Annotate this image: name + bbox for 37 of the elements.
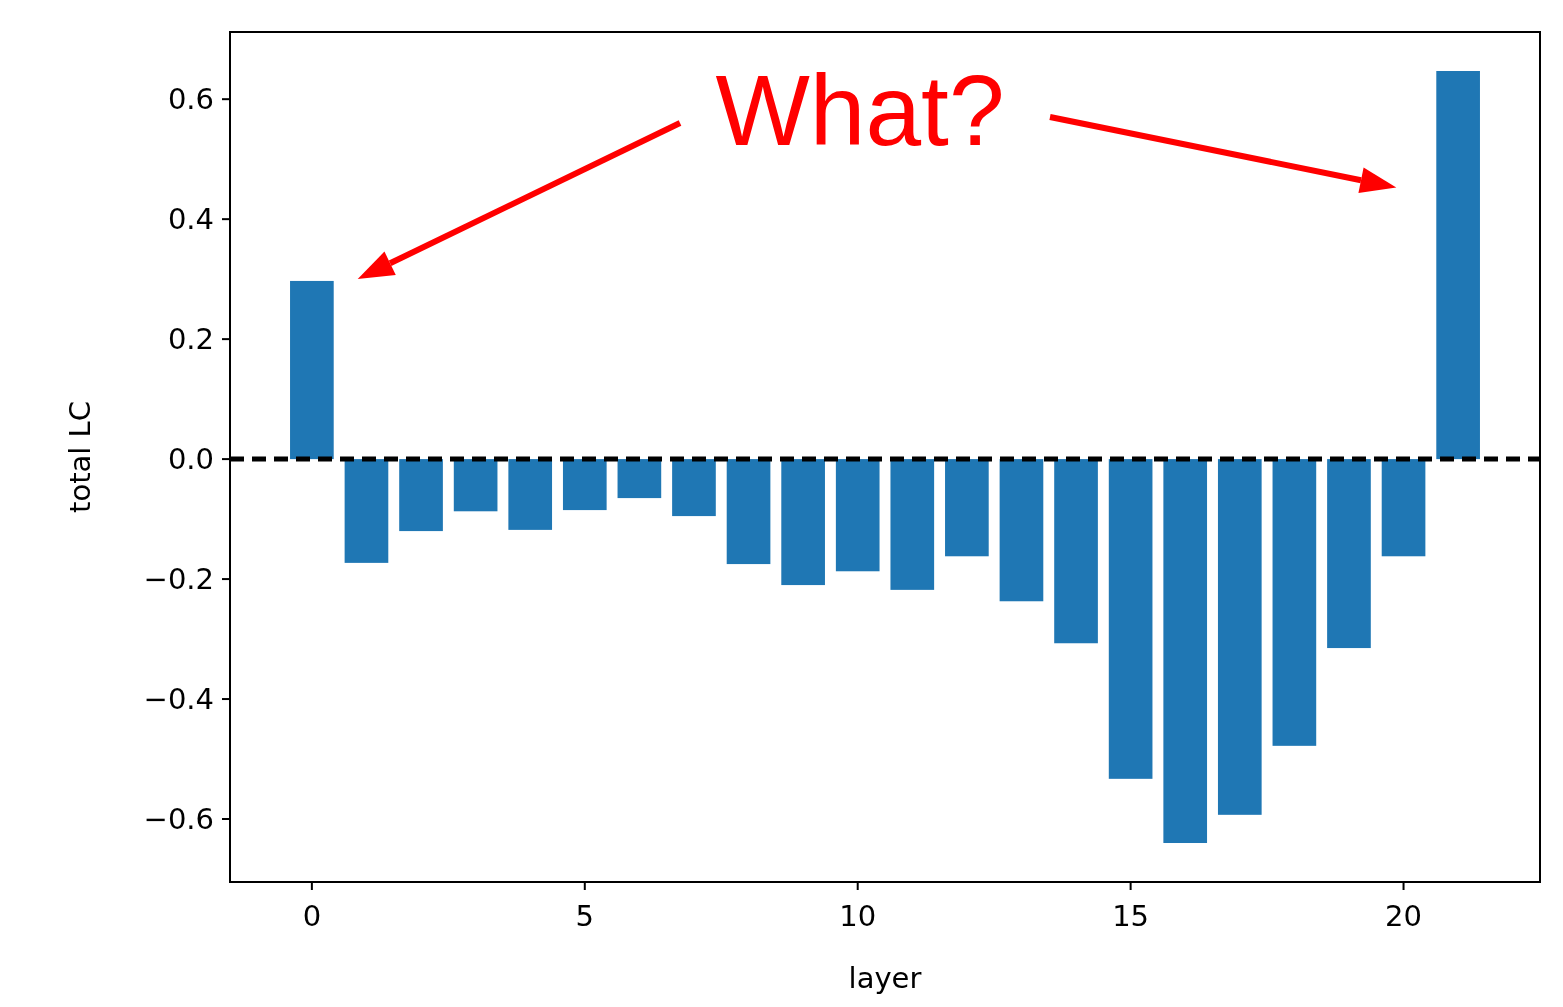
bar [1054, 459, 1098, 644]
bar [726, 459, 771, 565]
bar [399, 459, 443, 532]
x-tick-label: 15 [1112, 899, 1150, 933]
annotation: What? [715, 54, 1005, 166]
y-tick-label: 0.4 [167, 202, 214, 237]
bar [1217, 459, 1262, 815]
bar [1381, 459, 1426, 557]
bar [945, 459, 989, 557]
x-tick-label: 5 [575, 899, 595, 933]
y-tick-label: −0.2 [143, 562, 214, 597]
bar [344, 459, 389, 563]
bar [672, 459, 716, 517]
x-axis-title: layer [848, 961, 922, 995]
bar [999, 459, 1044, 602]
bar [617, 459, 662, 499]
y-axis-title: total LC [63, 401, 97, 513]
bar [890, 459, 935, 590]
y-tick-label: −0.4 [143, 682, 214, 717]
bar [290, 280, 334, 460]
bar [453, 459, 498, 512]
bar [1327, 459, 1371, 649]
bar [1272, 459, 1317, 746]
bar [835, 459, 880, 572]
bar [1436, 70, 1480, 460]
y-tick-label: 0.6 [167, 82, 214, 117]
bar [781, 459, 825, 586]
bar [1163, 459, 1208, 844]
x-tick-label: 10 [839, 899, 877, 933]
bar [1108, 459, 1153, 779]
x-tick-label: 20 [1385, 899, 1422, 933]
bar [508, 459, 553, 530]
bar [562, 459, 607, 511]
y-tick-label: 0.2 [167, 322, 214, 357]
y-tick-label: −0.6 [143, 802, 214, 837]
x-tick-label: 0 [302, 899, 322, 933]
y-tick-label: 0.0 [167, 442, 214, 477]
